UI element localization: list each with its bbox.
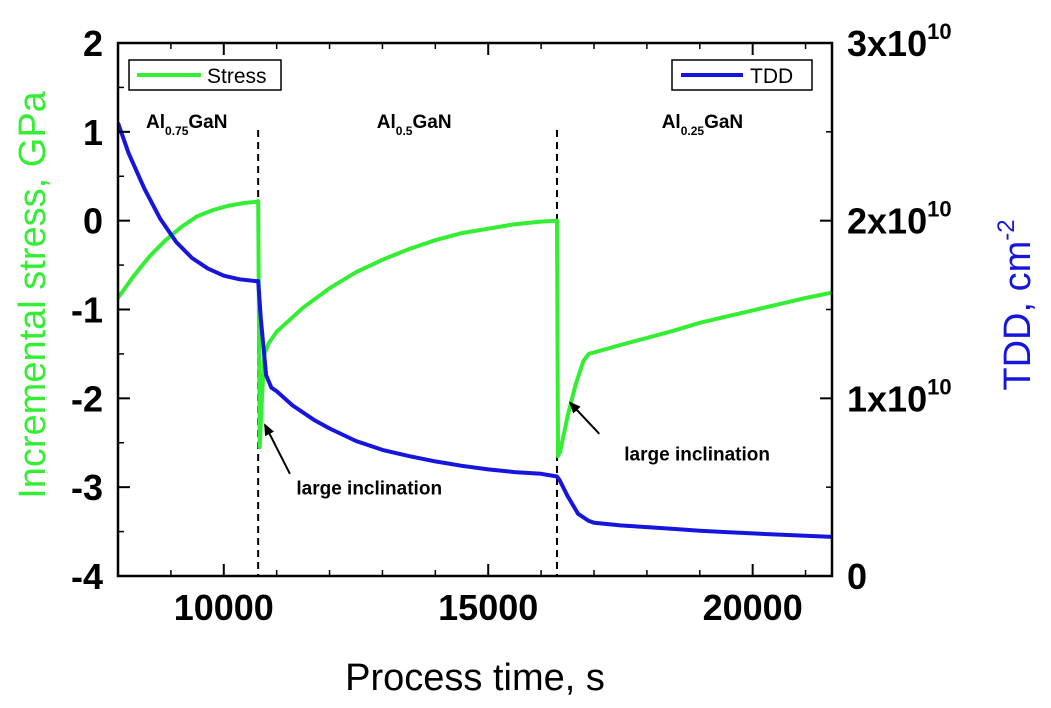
annotation-text-0: large inclination (296, 478, 442, 499)
y-left-tick-label: -1 (71, 290, 103, 331)
region-labels: Al0.75GaN Al0.5GaN Al0.25GaN (146, 112, 743, 138)
y-left-tick-label: 0 (83, 201, 103, 242)
y-axis-left-title: Incremental stress, GPa (12, 90, 54, 498)
legend-tdd-label: TDD (750, 65, 793, 88)
y-right-tick-label: 2x1010 (847, 197, 952, 242)
legend-stress: Stress (128, 59, 282, 91)
x-tick-label: 20000 (703, 587, 803, 628)
y-axis-right-title: TDD, cm-2 (993, 219, 1039, 390)
y-left-tick-label: -2 (71, 378, 103, 419)
y-left-tick-label: 2 (83, 23, 103, 64)
x-tick-label: 10000 (174, 587, 274, 628)
annotation-arrow-1 (568, 401, 601, 435)
y-right-tick-exp: 10 (927, 19, 951, 44)
annotation-arrow-0 (264, 423, 291, 475)
region-dividers (257, 130, 558, 576)
y-right-tick-exp: 10 (927, 374, 951, 399)
y-left-tick-label: 1 (83, 112, 103, 153)
series-tdd-line (118, 122, 832, 539)
y-left-tick-label: -4 (71, 556, 103, 597)
y-axis-right-title-main: TDD, cm (997, 241, 1039, 391)
region-label-2: Al0.25GaN (662, 112, 743, 138)
region-label-0: Al0.75GaN (146, 112, 227, 138)
annotation-text-1: large inclination (624, 445, 770, 466)
y-right-tick-label: 1x1010 (847, 374, 952, 419)
legend-stress-label: Stress (207, 65, 267, 88)
series-stress-line (118, 199, 832, 459)
x-axis-title: Process time, s (345, 657, 605, 699)
y-axis-right-title-sup: -2 (993, 219, 1020, 240)
y-right-tick-exp: 10 (927, 197, 951, 222)
y-right-tick-label: 3x1010 (847, 19, 952, 64)
axis-ticks (118, 42, 832, 577)
y-right-tick-base: 2x10 (847, 201, 927, 242)
legend-tdd: TDD (671, 59, 813, 91)
annotations: large inclination large inclination (264, 401, 770, 499)
y-left-tick-label: -3 (71, 467, 103, 508)
y-right-tick-base: 3x10 (847, 23, 927, 64)
region-label-1: Al0.5GaN (377, 112, 452, 138)
y-right-tick-label: 0 (847, 556, 867, 597)
x-tick-label: 15000 (438, 587, 538, 628)
y-right-tick-base: 0 (847, 556, 867, 597)
series-layer (118, 122, 832, 539)
y-right-tick-base: 1x10 (847, 378, 927, 419)
